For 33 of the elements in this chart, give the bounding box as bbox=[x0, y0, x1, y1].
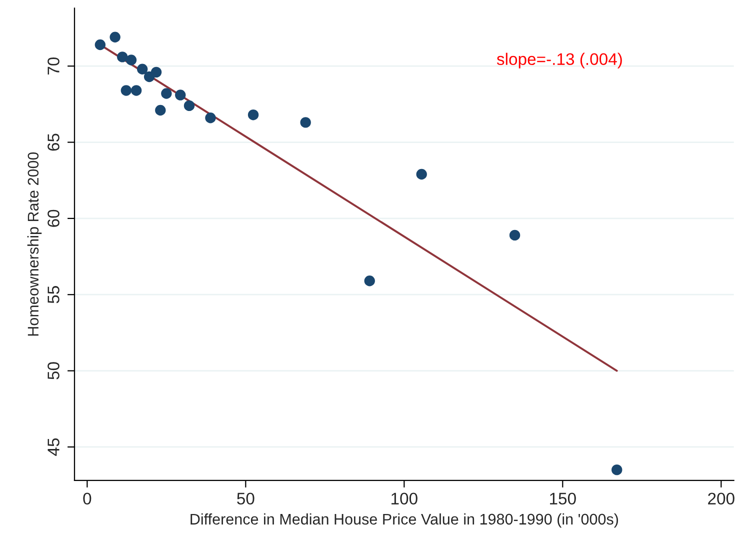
y-tick-label: 50 bbox=[48, 362, 60, 380]
x-tick-label: 0 bbox=[83, 492, 92, 505]
y-tick-label: 70 bbox=[48, 57, 60, 74]
point bbox=[155, 104, 166, 116]
point bbox=[612, 464, 622, 476]
point bbox=[248, 109, 259, 120]
point bbox=[130, 85, 142, 96]
point bbox=[184, 100, 195, 112]
x-tick-label: 50 bbox=[237, 492, 254, 505]
annotation: slope=-.13 (.004) bbox=[496, 52, 622, 68]
point bbox=[161, 88, 172, 99]
point bbox=[120, 85, 132, 96]
y-axis-title: Homeownership Rate 2000 bbox=[27, 152, 42, 336]
point bbox=[175, 90, 186, 100]
point bbox=[117, 52, 128, 62]
x-axis-title: Difference in Median House Price Value in 1980-1990 (in '000s) bbox=[190, 513, 618, 528]
point bbox=[150, 66, 162, 78]
point bbox=[300, 117, 311, 128]
y-tick-label: 55 bbox=[48, 286, 60, 304]
y-tick-label: 60 bbox=[48, 210, 60, 227]
y-tick-label: 65 bbox=[48, 134, 60, 151]
point bbox=[364, 276, 375, 286]
point bbox=[126, 54, 137, 66]
point bbox=[509, 230, 520, 241]
point bbox=[416, 168, 427, 180]
point bbox=[94, 39, 106, 50]
x-tick-label: 150 bbox=[550, 492, 576, 505]
point bbox=[110, 32, 120, 42]
point bbox=[205, 112, 216, 124]
y-tick-label: 45 bbox=[48, 438, 60, 456]
x-tick-label: 200 bbox=[708, 492, 734, 505]
point bbox=[136, 64, 148, 74]
x-tick-label: 100 bbox=[392, 492, 418, 505]
